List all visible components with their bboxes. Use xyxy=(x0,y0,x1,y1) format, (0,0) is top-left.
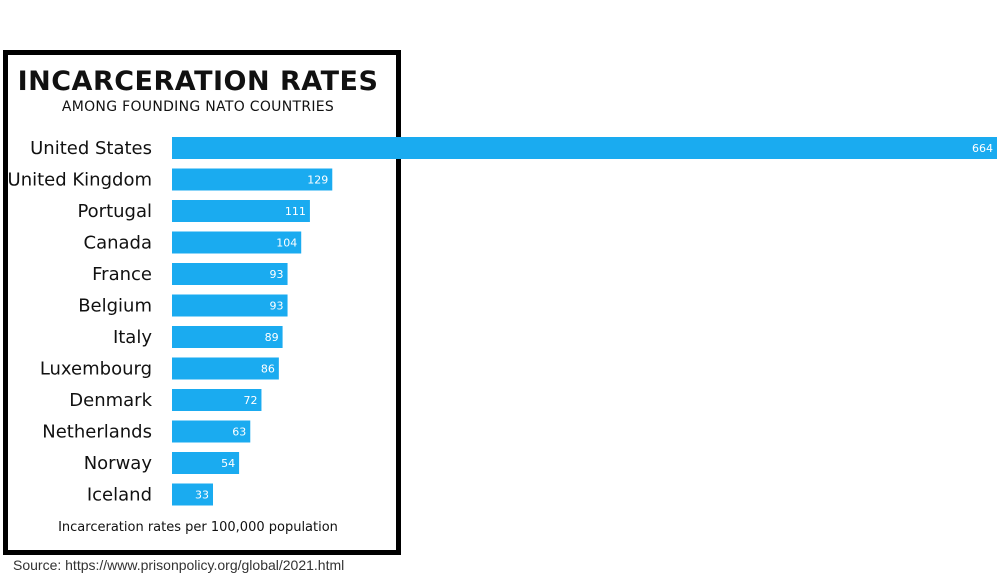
data-label: 93 xyxy=(270,268,284,281)
category-label: France xyxy=(92,264,152,285)
data-label: 111 xyxy=(285,205,306,218)
bar-denmark xyxy=(172,389,262,411)
bar-united-states xyxy=(172,137,997,159)
category-label: Italy xyxy=(113,327,152,348)
data-label: 104 xyxy=(276,237,297,250)
chart-title: INCARCERATION RATES xyxy=(17,66,379,97)
data-label: 664 xyxy=(972,142,993,155)
bar-portugal xyxy=(172,200,310,222)
data-label: 63 xyxy=(232,426,246,439)
bar-france xyxy=(172,263,288,285)
category-label: Netherlands xyxy=(42,422,152,443)
bar-luxembourg xyxy=(172,357,279,380)
category-label: Belgium xyxy=(78,296,152,317)
data-label: 33 xyxy=(195,489,209,502)
category-label: United States xyxy=(30,138,152,159)
category-label: Canada xyxy=(84,233,153,254)
source-citation: Source: https://www.prisonpolicy.org/glo… xyxy=(13,557,345,573)
data-label: 54 xyxy=(221,457,235,470)
category-label: Portugal xyxy=(77,201,152,222)
chart-footnote: Incarceration rates per 100,000 populati… xyxy=(58,520,338,535)
bar-belgium xyxy=(172,294,288,317)
bar-united-kingdom xyxy=(172,168,333,191)
data-label: 72 xyxy=(243,394,257,407)
category-label: Luxembourg xyxy=(40,359,152,380)
bar-norway xyxy=(172,452,240,474)
bar-italy xyxy=(172,326,283,348)
bar-iceland xyxy=(172,483,214,506)
data-label: 89 xyxy=(265,331,279,344)
category-label: Norway xyxy=(84,453,153,474)
data-label: 93 xyxy=(270,300,284,313)
bar-netherlands xyxy=(172,420,251,443)
data-label: 129 xyxy=(307,174,328,187)
category-label: Iceland xyxy=(87,485,152,506)
category-label: Denmark xyxy=(69,390,152,411)
category-label: United Kingdom xyxy=(8,170,152,191)
data-label: 86 xyxy=(261,363,275,376)
chart-subtitle: AMONG FOUNDING NATO COUNTRIES xyxy=(61,99,335,115)
bar-canada xyxy=(172,231,302,254)
